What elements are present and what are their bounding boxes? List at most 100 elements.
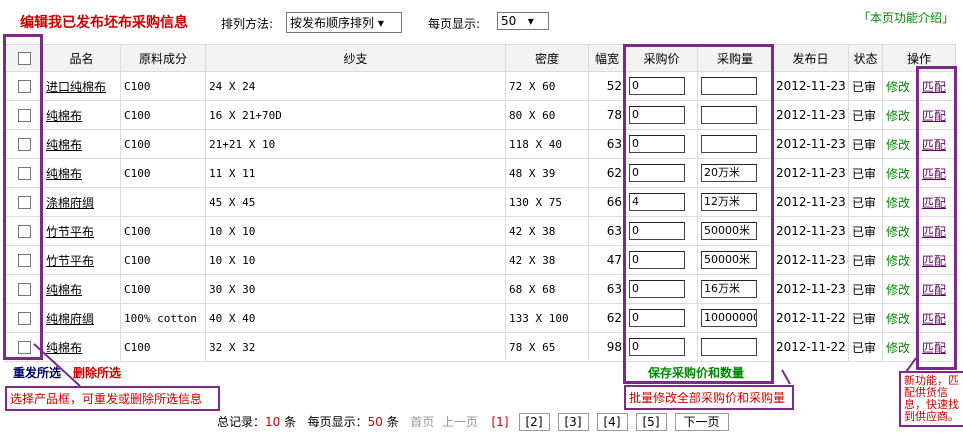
- page-link[interactable]: [5]: [635, 413, 667, 431]
- density-cell: 130 X 75: [505, 187, 589, 217]
- next-page[interactable]: 下一页: [674, 413, 729, 431]
- quantity-input[interactable]: [701, 135, 757, 153]
- name-cell[interactable]: 纯棉布: [42, 332, 121, 362]
- edit-link[interactable]: 修改: [886, 108, 911, 123]
- first-page: 首页: [410, 415, 435, 429]
- quantity-input[interactable]: 12万米: [701, 193, 757, 211]
- delete-button[interactable]: 删除所选: [73, 366, 122, 380]
- quantity-cell: [697, 332, 773, 362]
- name-cell[interactable]: 进口纯棉布: [42, 71, 121, 101]
- quantity-input[interactable]: 20万米: [701, 164, 757, 182]
- checkbox[interactable]: [17, 283, 31, 296]
- edit-link[interactable]: 修改: [886, 224, 911, 239]
- price-cell: 0: [625, 303, 698, 333]
- header-row: 品名 原料成分 纱支 密度 幅宽 采购价 采购量 发布日 状态 操作: [5, 44, 957, 72]
- quantity-input[interactable]: [701, 106, 757, 124]
- row-select[interactable]: [5, 245, 43, 275]
- select-all[interactable]: [5, 44, 43, 72]
- material-cell: C100: [120, 332, 206, 362]
- checkbox[interactable]: [17, 167, 31, 180]
- price-input[interactable]: 0: [629, 222, 685, 240]
- row-select[interactable]: [5, 216, 43, 246]
- price-cell: 0: [625, 71, 698, 101]
- checkbox[interactable]: [17, 341, 31, 354]
- edit-link[interactable]: 修改: [886, 79, 911, 94]
- row-select[interactable]: [5, 158, 43, 188]
- price-input[interactable]: 0: [629, 135, 685, 153]
- checkbox[interactable]: [17, 312, 31, 325]
- match-link[interactable]: 匹配: [922, 340, 947, 355]
- page-link[interactable]: [1]: [491, 415, 509, 429]
- match-link[interactable]: 匹配: [922, 166, 947, 181]
- name-cell[interactable]: 竹节平布: [42, 216, 121, 246]
- edit-link[interactable]: 修改: [886, 282, 911, 297]
- row-select[interactable]: [5, 100, 43, 130]
- yarn-cell: 11 X 11: [205, 158, 506, 188]
- checkbox[interactable]: [17, 80, 31, 93]
- per-page-select[interactable]: 50 ▾: [497, 12, 549, 30]
- checkbox[interactable]: [17, 196, 31, 209]
- quantity-input[interactable]: 16万米: [701, 280, 757, 298]
- price-cell: 0: [625, 100, 698, 130]
- table-row: 纯棉布 C100 21+21 X 10 118 X 40 63 0 2012-11-23 已审…: [5, 129, 957, 159]
- note-batch: 批量修改全部采购价和采购量: [624, 385, 794, 410]
- edit-link[interactable]: 修改: [886, 311, 911, 326]
- resend-button[interactable]: 重发所选: [13, 366, 62, 380]
- per-page: 50: [367, 415, 383, 429]
- page-link[interactable]: [4]: [596, 413, 628, 431]
- unit: 条: [386, 415, 399, 429]
- sort-select[interactable]: 按发布顺序排列 ▾: [286, 12, 402, 33]
- price-input[interactable]: 4: [629, 193, 685, 211]
- price-input[interactable]: 0: [629, 106, 685, 124]
- price-input[interactable]: 0: [629, 338, 685, 356]
- match-link[interactable]: 匹配: [922, 79, 947, 94]
- quantity-input[interactable]: 50000米: [701, 251, 757, 269]
- page-link[interactable]: [3]: [557, 413, 589, 431]
- row-select[interactable]: [5, 187, 43, 217]
- edit-link[interactable]: 修改: [886, 166, 911, 181]
- total-label: 总记录：: [217, 415, 266, 429]
- match-cell: 匹配: [917, 100, 957, 130]
- quantity-input[interactable]: [701, 338, 757, 356]
- column-header: 幅宽: [588, 44, 626, 72]
- match-cell: 匹配: [917, 303, 957, 333]
- edit-link[interactable]: 修改: [886, 195, 911, 210]
- name-cell[interactable]: 纯棉府绸: [42, 303, 121, 333]
- quantity-input[interactable]: [701, 77, 757, 95]
- width-cell: 63: [588, 216, 626, 246]
- edit-cell: 修改: [882, 187, 919, 217]
- edit-link[interactable]: 修改: [886, 340, 911, 355]
- price-input[interactable]: 0: [629, 164, 685, 182]
- yarn-cell: 10 X 10: [205, 216, 506, 246]
- quantity-cell: 10000000米: [697, 303, 773, 333]
- status-cell: 已审: [848, 158, 883, 188]
- price-input[interactable]: 0: [629, 77, 685, 95]
- checkbox[interactable]: [17, 254, 31, 267]
- match-link[interactable]: 匹配: [922, 253, 947, 268]
- row-select[interactable]: [5, 71, 43, 101]
- match-link[interactable]: 匹配: [922, 224, 947, 239]
- match-link[interactable]: 匹配: [922, 195, 947, 210]
- match-link[interactable]: 匹配: [922, 282, 947, 297]
- name-cell[interactable]: 纯棉布: [42, 274, 121, 304]
- help-link[interactable]: 「本页功能介绍」: [858, 11, 955, 25]
- page-link[interactable]: [2]: [518, 413, 550, 431]
- edit-link[interactable]: 修改: [886, 137, 911, 152]
- density-cell: 118 X 40: [505, 129, 589, 159]
- match-link[interactable]: 匹配: [922, 311, 947, 326]
- price-input[interactable]: 0: [629, 309, 685, 327]
- row-select[interactable]: [5, 129, 43, 159]
- save-button[interactable]: 保存采购价和数量: [648, 366, 745, 380]
- quantity-input[interactable]: 10000000米: [701, 309, 757, 327]
- checkbox[interactable]: [17, 138, 31, 151]
- checkbox[interactable]: [17, 225, 31, 238]
- match-link[interactable]: 匹配: [922, 137, 947, 152]
- prev-page: 上一页: [441, 415, 478, 429]
- quantity-input[interactable]: 50000米: [701, 222, 757, 240]
- name-cell[interactable]: 纯棉布: [42, 100, 121, 130]
- match-link[interactable]: 匹配: [922, 108, 947, 123]
- edit-link[interactable]: 修改: [886, 253, 911, 268]
- checkbox[interactable]: [17, 109, 31, 122]
- price-input[interactable]: 0: [629, 280, 685, 298]
- price-input[interactable]: 0: [629, 251, 685, 269]
